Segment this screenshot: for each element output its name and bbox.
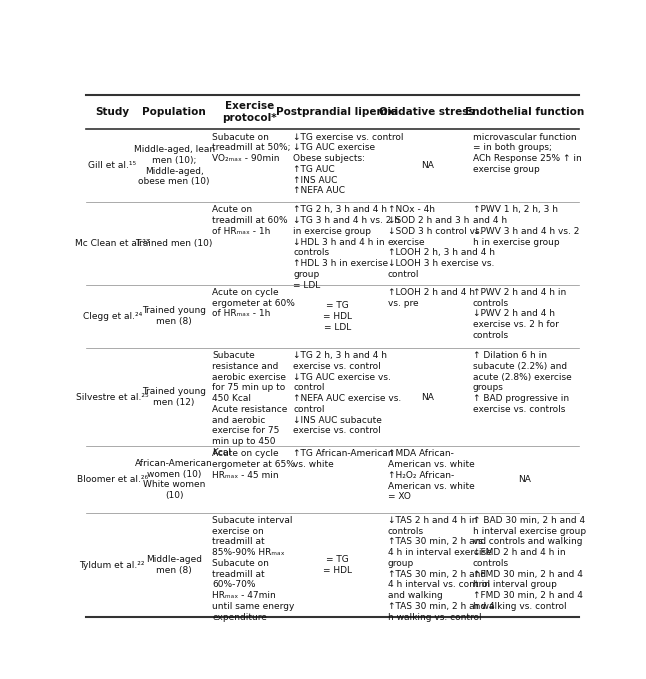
Text: Bloomer et al.²⁶: Bloomer et al.²⁶ (77, 475, 148, 484)
Text: ↑TG African-American
vs. white: ↑TG African-American vs. white (293, 449, 393, 469)
Text: ↓TAS 2 h and 4 h in
controls
↑TAS 30 min, 2 h and
4 h in interval exercise
group: ↓TAS 2 h and 4 h in controls ↑TAS 30 min… (388, 516, 494, 622)
Text: Trained young
men (8): Trained young men (8) (142, 306, 206, 326)
Text: Gill et al.¹⁵: Gill et al.¹⁵ (89, 162, 136, 170)
Text: ↑PWV 2 h and 4 h in
controls
↓PWV 2 h and 4 h
exercise vs. 2 h for
controls: ↑PWV 2 h and 4 h in controls ↓PWV 2 h an… (473, 288, 566, 340)
Text: Acute on
treadmill at 60%
of HRₘₐₓ - 1h: Acute on treadmill at 60% of HRₘₐₓ - 1h (213, 206, 288, 236)
Text: ↓TG exercise vs. control
↓TG AUC exercise
Obese subjects:
↑TG AUC
↑INS AUC
↑NEFA: ↓TG exercise vs. control ↓TG AUC exercis… (293, 132, 404, 196)
Text: NA: NA (518, 475, 531, 484)
Text: ↑ Dilation 6 h in
subacute (2.2%) and
acute (2.8%) exercise
groups
↑ BAD progres: ↑ Dilation 6 h in subacute (2.2%) and ac… (473, 351, 572, 414)
Text: ↑PWV 1 h, 2 h, 3 h
and 4 h
↓PWV 3 h and 4 h vs. 2
h in exercise group: ↑PWV 1 h, 2 h, 3 h and 4 h ↓PWV 3 h and … (473, 206, 579, 246)
Text: Subacute on
treadmill at 50%;
VO₂ₘₐₓ - 90min: Subacute on treadmill at 50%; VO₂ₘₐₓ - 9… (213, 132, 291, 163)
Text: Exercise
protocol*: Exercise protocol* (222, 101, 277, 123)
Text: ↑MDA African-
American vs. white
↑H₂O₂ African-
American vs. white
= XO: ↑MDA African- American vs. white ↑H₂O₂ A… (388, 449, 474, 501)
Text: ↓TG 2 h, 3 h and 4 h
exercise vs. control
↓TG AUC exercise vs.
control
↑NEFA AUC: ↓TG 2 h, 3 h and 4 h exercise vs. contro… (293, 351, 401, 435)
Text: = TG
= HDL
= LDL: = TG = HDL = LDL (323, 301, 352, 331)
Text: ↑ BAD 30 min, 2 h and 4
h interval exercise group
vs. controls and walking
↓FMD : ↑ BAD 30 min, 2 h and 4 h interval exerc… (473, 516, 586, 611)
Text: Acute on cycle
ergometer at 65%
HRₘₐₓ - 45 min: Acute on cycle ergometer at 65% HRₘₐₓ - … (213, 449, 295, 480)
Text: Trained men (10): Trained men (10) (136, 239, 213, 248)
Text: African-American
women (10)
White women
(10): African-American women (10) White women … (135, 459, 213, 500)
Text: NA: NA (421, 392, 433, 402)
Text: ↑NOx - 4h
↓SOD 2 h and 3 h
↓SOD 3 h control vs.
exercise
↑LOOH 2 h, 3 h and 4 h
: ↑NOx - 4h ↓SOD 2 h and 3 h ↓SOD 3 h cont… (388, 206, 495, 279)
Text: Clegg et al.²⁴: Clegg et al.²⁴ (83, 312, 142, 321)
Text: = TG
= HDL: = TG = HDL (323, 555, 352, 575)
Text: Oxidative stress: Oxidative stress (379, 107, 475, 117)
Text: ↑LOOH 2 h and 4 h
vs. pre: ↑LOOH 2 h and 4 h vs. pre (388, 288, 475, 308)
Text: Silvestre et al.²⁵: Silvestre et al.²⁵ (76, 392, 149, 402)
Text: Middle-aged
men (8): Middle-aged men (8) (146, 555, 202, 575)
Text: Postprandial lipemia: Postprandial lipemia (276, 107, 399, 117)
Text: Population: Population (142, 107, 206, 117)
Text: Endothelial function: Endothelial function (464, 107, 584, 117)
Text: Tyldum et al.²²: Tyldum et al.²² (79, 561, 145, 570)
Text: ↑TG 2 h, 3 h and 4 h
↓TG 3 h and 4 h vs. 2 h
in exercise group
↓HDL 3 h and 4 h : ↑TG 2 h, 3 h and 4 h ↓TG 3 h and 4 h vs.… (293, 206, 400, 290)
Text: Study: Study (95, 107, 129, 117)
Text: Subacute interval
exercise on
treadmill at
85%-90% HRₘₐₓ
Subacute on
treadmill a: Subacute interval exercise on treadmill … (213, 516, 295, 622)
Text: microvascular function
= in both groups;
ACh Response 25% ↑ in
exercise group: microvascular function = in both groups;… (473, 132, 581, 174)
Text: NA: NA (421, 162, 433, 170)
Text: Trained young
men (12): Trained young men (12) (142, 387, 206, 407)
Text: Middle-aged, lean
men (10);
Middle-aged,
obese men (10): Middle-aged, lean men (10); Middle-aged,… (134, 145, 214, 187)
Text: Acute on cycle
ergometer at 60%
of HRₘₐₓ - 1h: Acute on cycle ergometer at 60% of HRₘₐₓ… (213, 288, 295, 318)
Text: Mc Clean et al.²³: Mc Clean et al.²³ (75, 239, 150, 248)
Text: Subacute
resistance and
aerobic exercise
for 75 min up to
450 Kcal
Acute resista: Subacute resistance and aerobic exercise… (213, 351, 288, 457)
